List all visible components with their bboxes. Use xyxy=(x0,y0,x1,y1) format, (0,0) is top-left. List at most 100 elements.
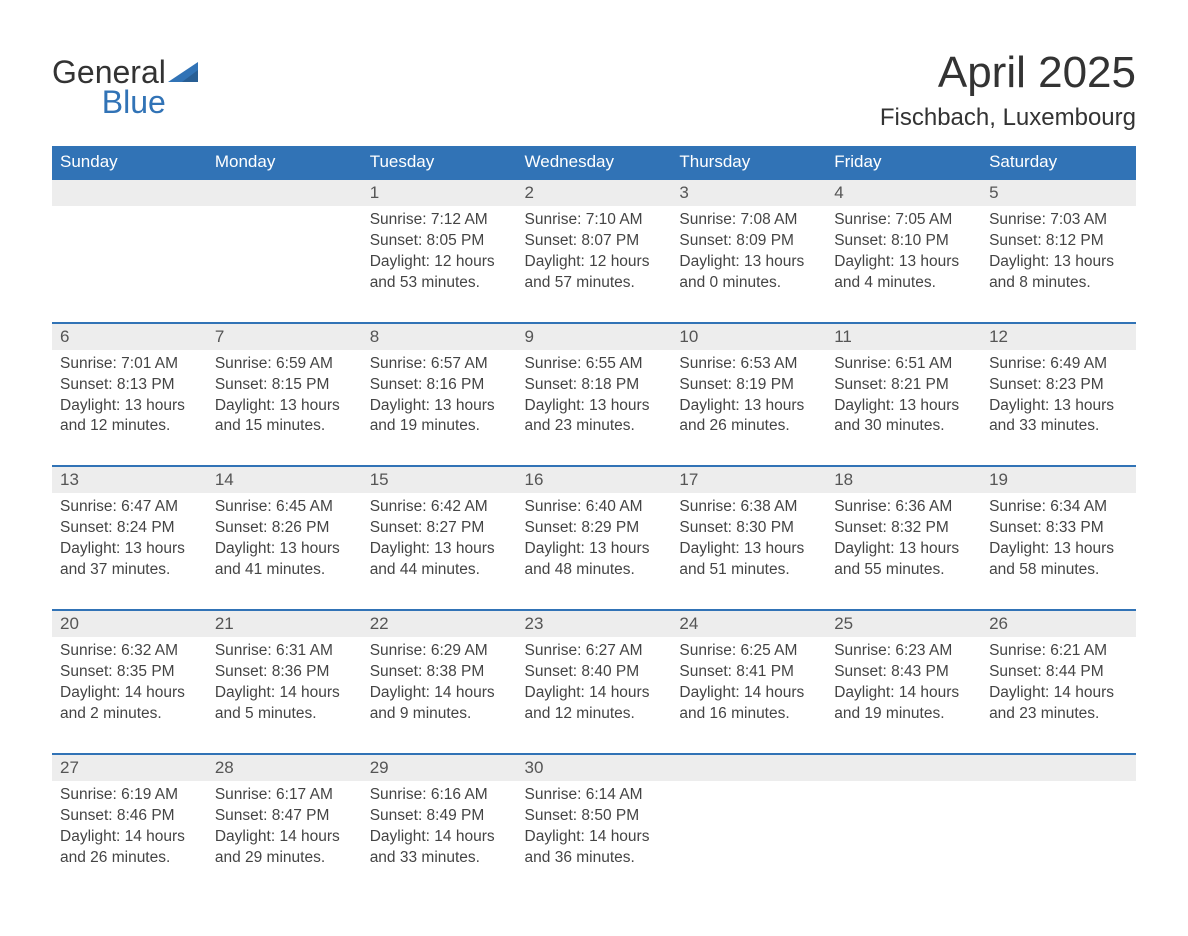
location: Fischbach, Luxembourg xyxy=(880,104,1136,132)
day-data-cell: Sunrise: 6:32 AMSunset: 8:35 PMDaylight:… xyxy=(52,637,207,754)
day-d2: and 33 minutes. xyxy=(370,848,509,869)
calendar-page: General Blue April 2025 Fischbach, Luxem… xyxy=(0,0,1188,936)
day-sr: Sunrise: 7:08 AM xyxy=(679,210,818,231)
day-data-cell: Sunrise: 6:42 AMSunset: 8:27 PMDaylight:… xyxy=(362,493,517,610)
day-data-cell: Sunrise: 6:25 AMSunset: 8:41 PMDaylight:… xyxy=(671,637,826,754)
day-number-row: 6789101112 xyxy=(52,323,1136,350)
day-number: 5 xyxy=(981,179,1136,206)
day-d1: Daylight: 14 hours xyxy=(370,683,509,704)
day-d1: Daylight: 13 hours xyxy=(60,396,199,417)
day-d2: and 29 minutes. xyxy=(215,848,354,869)
day-d1: Daylight: 14 hours xyxy=(834,683,973,704)
day-d1: Daylight: 12 hours xyxy=(370,252,509,273)
day-sr: Sunrise: 6:31 AM xyxy=(215,641,354,662)
day-data-cell: Sunrise: 6:29 AMSunset: 8:38 PMDaylight:… xyxy=(362,637,517,754)
day-data-cell: Sunrise: 7:03 AMSunset: 8:12 PMDaylight:… xyxy=(981,206,1136,323)
day-d1: Daylight: 14 hours xyxy=(215,683,354,704)
weekday-header: Thursday xyxy=(671,146,826,179)
day-data-row: Sunrise: 6:32 AMSunset: 8:35 PMDaylight:… xyxy=(52,637,1136,754)
day-data-cell: Sunrise: 6:45 AMSunset: 8:26 PMDaylight:… xyxy=(207,493,362,610)
day-d2: and 15 minutes. xyxy=(215,416,354,437)
day-ss: Sunset: 8:05 PM xyxy=(370,231,509,252)
weekday-header: Tuesday xyxy=(362,146,517,179)
day-ss: Sunset: 8:46 PM xyxy=(60,806,199,827)
day-ss: Sunset: 8:32 PM xyxy=(834,518,973,539)
day-d1: Daylight: 14 hours xyxy=(525,683,664,704)
day-number: 28 xyxy=(207,754,362,781)
day-d2: and 12 minutes. xyxy=(525,704,664,725)
day-sr: Sunrise: 6:36 AM xyxy=(834,497,973,518)
title-block: April 2025 Fischbach, Luxembourg xyxy=(880,48,1136,132)
day-sr: Sunrise: 6:57 AM xyxy=(370,354,509,375)
day-d2: and 26 minutes. xyxy=(679,416,818,437)
day-sr: Sunrise: 6:42 AM xyxy=(370,497,509,518)
day-data-cell: Sunrise: 7:10 AMSunset: 8:07 PMDaylight:… xyxy=(517,206,672,323)
day-d1: Daylight: 13 hours xyxy=(370,396,509,417)
day-d1: Daylight: 13 hours xyxy=(215,396,354,417)
day-sr: Sunrise: 6:16 AM xyxy=(370,785,509,806)
day-number: 1 xyxy=(362,179,517,206)
empty-cell xyxy=(52,206,207,323)
day-number: 15 xyxy=(362,466,517,493)
day-d1: Daylight: 14 hours xyxy=(60,827,199,848)
weekday-header-row: SundayMondayTuesdayWednesdayThursdayFrid… xyxy=(52,146,1136,179)
empty-cell xyxy=(52,179,207,206)
day-d1: Daylight: 13 hours xyxy=(834,539,973,560)
day-d2: and 0 minutes. xyxy=(679,273,818,294)
day-number: 21 xyxy=(207,610,362,637)
day-number: 8 xyxy=(362,323,517,350)
day-number: 19 xyxy=(981,466,1136,493)
day-data-cell: Sunrise: 6:38 AMSunset: 8:30 PMDaylight:… xyxy=(671,493,826,610)
day-data-row: Sunrise: 6:19 AMSunset: 8:46 PMDaylight:… xyxy=(52,781,1136,897)
day-data-row: Sunrise: 7:12 AMSunset: 8:05 PMDaylight:… xyxy=(52,206,1136,323)
day-data-cell: Sunrise: 6:31 AMSunset: 8:36 PMDaylight:… xyxy=(207,637,362,754)
day-d2: and 30 minutes. xyxy=(834,416,973,437)
day-sr: Sunrise: 6:21 AM xyxy=(989,641,1128,662)
day-sr: Sunrise: 7:12 AM xyxy=(370,210,509,231)
day-ss: Sunset: 8:21 PM xyxy=(834,375,973,396)
day-ss: Sunset: 8:24 PM xyxy=(60,518,199,539)
day-d2: and 8 minutes. xyxy=(989,273,1128,294)
empty-cell xyxy=(671,754,826,781)
day-d1: Daylight: 14 hours xyxy=(370,827,509,848)
day-data-cell: Sunrise: 6:27 AMSunset: 8:40 PMDaylight:… xyxy=(517,637,672,754)
day-d2: and 12 minutes. xyxy=(60,416,199,437)
day-data-cell: Sunrise: 6:17 AMSunset: 8:47 PMDaylight:… xyxy=(207,781,362,897)
day-sr: Sunrise: 6:25 AM xyxy=(679,641,818,662)
day-data-row: Sunrise: 7:01 AMSunset: 8:13 PMDaylight:… xyxy=(52,350,1136,467)
day-number: 12 xyxy=(981,323,1136,350)
day-ss: Sunset: 8:07 PM xyxy=(525,231,664,252)
day-d1: Daylight: 13 hours xyxy=(989,396,1128,417)
day-ss: Sunset: 8:29 PM xyxy=(525,518,664,539)
day-ss: Sunset: 8:50 PM xyxy=(525,806,664,827)
day-data-cell: Sunrise: 6:49 AMSunset: 8:23 PMDaylight:… xyxy=(981,350,1136,467)
day-d1: Daylight: 14 hours xyxy=(989,683,1128,704)
day-sr: Sunrise: 7:10 AM xyxy=(525,210,664,231)
day-ss: Sunset: 8:13 PM xyxy=(60,375,199,396)
day-data-cell: Sunrise: 6:34 AMSunset: 8:33 PMDaylight:… xyxy=(981,493,1136,610)
day-number-row: 27282930 xyxy=(52,754,1136,781)
day-d2: and 48 minutes. xyxy=(525,560,664,581)
day-number: 6 xyxy=(52,323,207,350)
day-number: 29 xyxy=(362,754,517,781)
day-d1: Daylight: 14 hours xyxy=(60,683,199,704)
day-d1: Daylight: 13 hours xyxy=(989,252,1128,273)
day-d2: and 41 minutes. xyxy=(215,560,354,581)
logo: General Blue xyxy=(52,56,202,118)
day-data-cell: Sunrise: 6:47 AMSunset: 8:24 PMDaylight:… xyxy=(52,493,207,610)
logo-text: General Blue xyxy=(52,56,166,118)
day-sr: Sunrise: 6:14 AM xyxy=(525,785,664,806)
day-d1: Daylight: 13 hours xyxy=(370,539,509,560)
day-number: 11 xyxy=(826,323,981,350)
day-d2: and 2 minutes. xyxy=(60,704,199,725)
weekday-header: Sunday xyxy=(52,146,207,179)
day-ss: Sunset: 8:30 PM xyxy=(679,518,818,539)
day-sr: Sunrise: 6:27 AM xyxy=(525,641,664,662)
day-d2: and 33 minutes. xyxy=(989,416,1128,437)
weekday-header: Monday xyxy=(207,146,362,179)
day-ss: Sunset: 8:09 PM xyxy=(679,231,818,252)
day-data-cell: Sunrise: 6:53 AMSunset: 8:19 PMDaylight:… xyxy=(671,350,826,467)
day-sr: Sunrise: 6:55 AM xyxy=(525,354,664,375)
day-sr: Sunrise: 6:45 AM xyxy=(215,497,354,518)
weekday-header: Saturday xyxy=(981,146,1136,179)
